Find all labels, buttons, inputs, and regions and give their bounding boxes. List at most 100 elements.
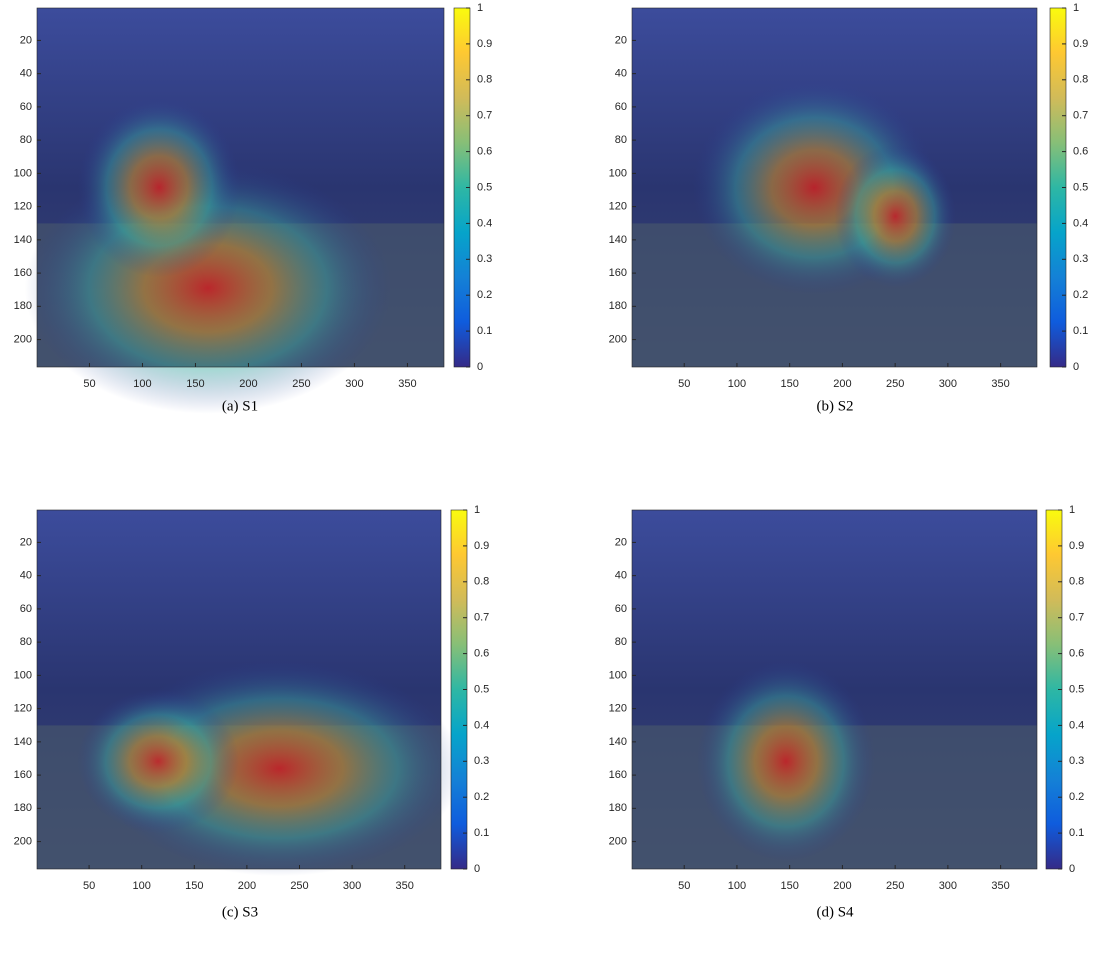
colorbar-tick-label: 0.9 <box>1073 38 1088 50</box>
y-tick-label: 120 <box>609 703 627 715</box>
colorbar-tick-label: 0.9 <box>474 540 489 552</box>
x-tick-label: 250 <box>292 378 310 390</box>
colorbar-tick-label: 0.8 <box>477 74 492 86</box>
x-tick-label: 300 <box>345 378 363 390</box>
x-tick-label: 200 <box>239 378 257 390</box>
y-tick-label: 100 <box>14 167 32 179</box>
colorbar-tick-label: 0.1 <box>1073 325 1088 337</box>
x-tick-label: 50 <box>678 880 690 892</box>
y-tick-label: 40 <box>20 68 32 80</box>
y-tick-label: 80 <box>615 636 627 648</box>
y-tick-label: 160 <box>609 769 627 781</box>
colorbar-tick-label: 0.9 <box>477 38 492 50</box>
x-tick-label: 100 <box>728 378 746 390</box>
x-tick-label: 350 <box>398 378 416 390</box>
colorbar-tick-label: 0.6 <box>477 146 492 158</box>
y-tick-label: 80 <box>20 636 32 648</box>
colorbar-tick-label: 0.8 <box>1069 576 1084 588</box>
colorbar-tick-label: 1 <box>474 504 480 516</box>
x-tick-label: 300 <box>343 880 361 892</box>
x-tick-label: 300 <box>939 880 957 892</box>
x-tick-label: 350 <box>991 378 1009 390</box>
colorbar-tick-label: 0.7 <box>477 110 492 122</box>
x-tick-label: 150 <box>185 880 203 892</box>
y-tick-label: 60 <box>20 603 32 615</box>
caption: (b) S2 <box>816 398 853 414</box>
colorbar-tick-label: 0.9 <box>1069 540 1084 552</box>
heat-region <box>78 98 241 278</box>
colorbar-tick-label: 0.5 <box>474 683 489 695</box>
y-tick-label: 20 <box>615 536 627 548</box>
panel: 5010015020025030035020406080100120140160… <box>609 504 1085 921</box>
colorbar-tick-label: 0.5 <box>1069 683 1084 695</box>
colorbar-tick-label: 0.4 <box>1069 719 1084 731</box>
x-tick-label: 300 <box>939 378 957 390</box>
x-tick-label: 350 <box>991 880 1009 892</box>
y-tick-label: 140 <box>14 234 32 246</box>
y-tick-label: 100 <box>14 669 32 681</box>
y-tick-label: 160 <box>14 267 32 279</box>
colorbar-tick-label: 0.8 <box>1073 74 1088 86</box>
x-tick-label: 250 <box>290 880 308 892</box>
y-tick-label: 200 <box>609 333 627 345</box>
caption: (c) S3 <box>222 904 258 920</box>
y-tick-label: 60 <box>615 101 627 113</box>
x-tick-label: 350 <box>396 880 414 892</box>
y-tick-label: 160 <box>609 267 627 279</box>
y-tick-label: 80 <box>20 134 32 146</box>
colorbar-tick-label: 1 <box>1073 2 1079 14</box>
x-tick-label: 50 <box>678 378 690 390</box>
heat-region <box>835 144 957 288</box>
y-tick-label: 100 <box>609 669 627 681</box>
caption: (d) S4 <box>816 904 854 920</box>
colorbar-tick-label: 0 <box>474 863 480 875</box>
y-tick-label: 180 <box>14 300 32 312</box>
x-tick-label: 100 <box>133 880 151 892</box>
colorbar-tick-label: 0.3 <box>1073 253 1088 265</box>
colorbar-tick-label: 0.2 <box>474 791 489 803</box>
heat-region <box>77 690 239 834</box>
y-tick-label: 60 <box>615 603 627 615</box>
colorbar-tick-label: 0.6 <box>1073 146 1088 158</box>
colorbar-tick-label: 0.6 <box>1069 648 1084 660</box>
y-tick-label: 60 <box>20 101 32 113</box>
colorbar-tick-label: 0.6 <box>474 648 489 660</box>
y-tick-label: 200 <box>14 835 32 847</box>
colorbar-tick-label: 1 <box>477 2 483 14</box>
colorbar-tick-label: 0 <box>1069 863 1075 875</box>
x-tick-label: 150 <box>780 378 798 390</box>
colorbar-tick-label: 0.5 <box>477 181 492 193</box>
colorbar-tick-label: 0.4 <box>1073 217 1088 229</box>
panel: 5010015020025030035020406080100120140160… <box>14 2 493 415</box>
y-tick-label: 140 <box>609 234 627 246</box>
colorbar-tick-label: 0.2 <box>477 289 492 301</box>
y-tick-label: 140 <box>609 736 627 748</box>
y-tick-label: 180 <box>609 802 627 814</box>
x-tick-label: 50 <box>83 880 95 892</box>
colorbar-tick-label: 0.1 <box>477 325 492 337</box>
y-tick-label: 160 <box>14 769 32 781</box>
y-tick-label: 120 <box>14 201 32 213</box>
x-tick-label: 50 <box>83 378 95 390</box>
colorbar-tick-label: 0.1 <box>474 827 489 839</box>
x-tick-label: 200 <box>833 880 851 892</box>
colorbar-tick-label: 0.7 <box>474 612 489 624</box>
colorbar-tick-label: 0.3 <box>474 755 489 767</box>
y-tick-label: 20 <box>20 536 32 548</box>
colorbar-tick-label: 0.7 <box>1069 612 1084 624</box>
colorbar-tick-label: 0.4 <box>474 719 489 731</box>
colorbar-tick-label: 0 <box>1073 361 1079 373</box>
colorbar-tick-label: 0.5 <box>1073 181 1088 193</box>
y-tick-label: 140 <box>14 736 32 748</box>
y-tick-label: 100 <box>609 167 627 179</box>
colorbar-tick-label: 0.3 <box>1069 755 1084 767</box>
caption: (a) S1 <box>222 398 258 414</box>
y-tick-label: 40 <box>20 570 32 582</box>
y-tick-label: 200 <box>14 333 32 345</box>
x-tick-label: 150 <box>780 880 798 892</box>
y-tick-label: 180 <box>14 802 32 814</box>
y-tick-label: 20 <box>615 34 627 46</box>
y-tick-label: 40 <box>615 68 627 80</box>
